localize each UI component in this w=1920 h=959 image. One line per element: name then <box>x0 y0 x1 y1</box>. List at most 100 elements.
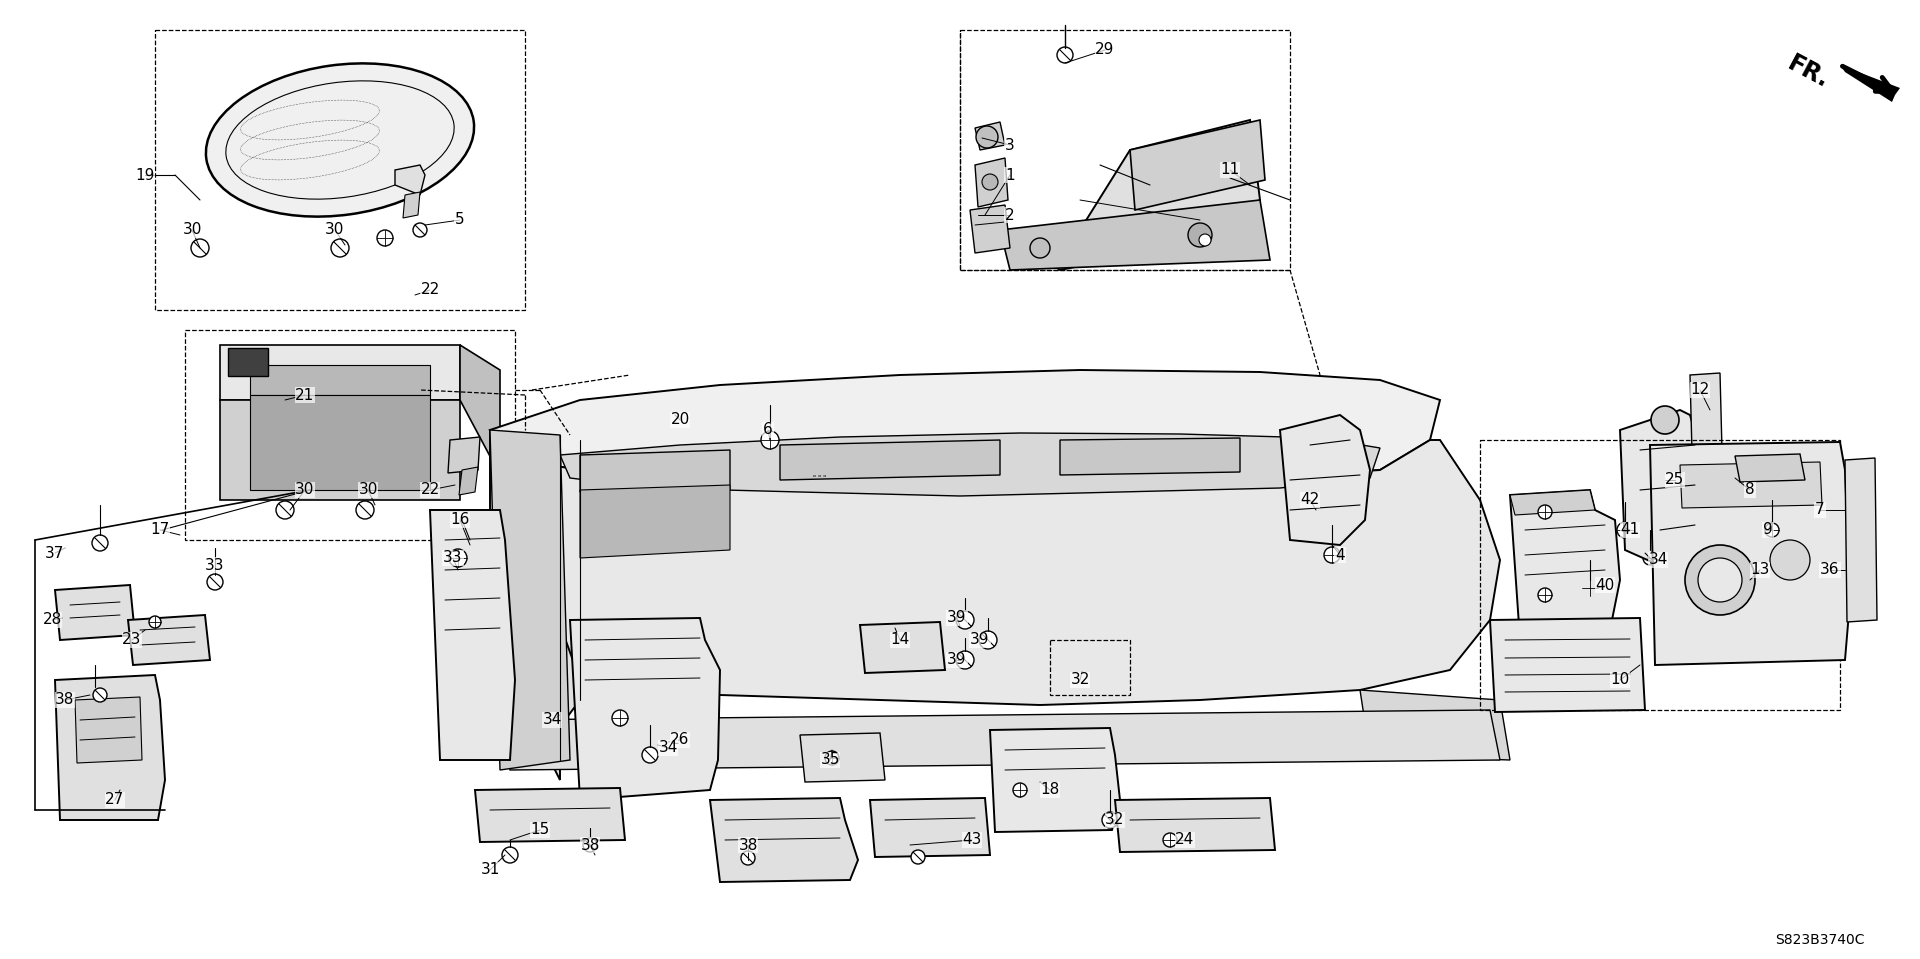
Polygon shape <box>459 467 478 495</box>
Text: 39: 39 <box>947 652 968 667</box>
Circle shape <box>92 535 108 551</box>
Polygon shape <box>56 675 165 820</box>
Text: 35: 35 <box>820 753 839 767</box>
Text: 27: 27 <box>106 792 125 807</box>
Polygon shape <box>1281 415 1371 545</box>
Text: 36: 36 <box>1820 563 1839 577</box>
Text: 34: 34 <box>1647 552 1668 568</box>
Text: 33: 33 <box>444 550 463 566</box>
Text: 40: 40 <box>1596 577 1615 593</box>
Circle shape <box>1538 505 1551 519</box>
Polygon shape <box>250 365 430 395</box>
Circle shape <box>1764 523 1780 537</box>
Bar <box>228 348 269 376</box>
Circle shape <box>92 688 108 702</box>
Text: 18: 18 <box>1041 783 1060 798</box>
Circle shape <box>207 574 223 590</box>
Text: 13: 13 <box>1751 563 1770 577</box>
Text: 30: 30 <box>296 482 315 498</box>
Polygon shape <box>1000 120 1260 270</box>
Text: 15: 15 <box>530 823 549 837</box>
Polygon shape <box>250 395 430 490</box>
Circle shape <box>641 747 659 763</box>
Polygon shape <box>991 728 1119 832</box>
Circle shape <box>1102 812 1117 828</box>
Polygon shape <box>870 798 991 857</box>
Polygon shape <box>221 345 461 400</box>
Circle shape <box>981 174 998 190</box>
Circle shape <box>1617 522 1634 538</box>
Text: 38: 38 <box>580 837 599 853</box>
Circle shape <box>584 838 597 852</box>
Text: 14: 14 <box>891 633 910 647</box>
Polygon shape <box>490 430 1500 705</box>
Text: 6: 6 <box>762 423 774 437</box>
Circle shape <box>1058 47 1073 63</box>
Circle shape <box>1198 234 1212 246</box>
Polygon shape <box>403 192 420 218</box>
Circle shape <box>413 223 426 237</box>
Circle shape <box>1188 223 1212 247</box>
Text: 23: 23 <box>123 633 142 647</box>
Polygon shape <box>1839 65 1901 102</box>
Polygon shape <box>1680 462 1822 508</box>
Polygon shape <box>970 205 1010 253</box>
Circle shape <box>1014 783 1027 797</box>
Text: 19: 19 <box>134 168 156 182</box>
Text: 37: 37 <box>46 546 65 560</box>
Polygon shape <box>1116 798 1275 852</box>
Text: 22: 22 <box>420 283 440 297</box>
Text: 32: 32 <box>1106 812 1125 828</box>
Polygon shape <box>1845 458 1878 622</box>
Text: 22: 22 <box>420 482 440 498</box>
Text: 17: 17 <box>150 523 169 537</box>
Circle shape <box>741 851 755 865</box>
Circle shape <box>1697 558 1741 602</box>
Polygon shape <box>490 430 580 780</box>
Polygon shape <box>580 450 730 492</box>
Text: 16: 16 <box>451 512 470 527</box>
Text: 12: 12 <box>1690 383 1709 397</box>
Polygon shape <box>975 122 1004 150</box>
Text: 38: 38 <box>739 837 758 853</box>
Circle shape <box>1538 588 1551 602</box>
Bar <box>156 30 524 310</box>
Polygon shape <box>56 585 134 640</box>
Text: 9: 9 <box>1763 523 1772 537</box>
Text: 30: 30 <box>182 222 202 238</box>
Circle shape <box>190 239 209 257</box>
Text: 10: 10 <box>1611 672 1630 688</box>
Circle shape <box>150 616 161 628</box>
Text: 34: 34 <box>659 740 678 756</box>
Text: 39: 39 <box>947 611 968 625</box>
Circle shape <box>1325 547 1340 563</box>
Text: 7: 7 <box>1814 503 1824 518</box>
Text: 39: 39 <box>970 633 989 647</box>
Text: 43: 43 <box>962 832 981 848</box>
Bar <box>960 30 1290 270</box>
Polygon shape <box>447 437 480 473</box>
Polygon shape <box>580 485 730 558</box>
Polygon shape <box>1649 442 1851 665</box>
Polygon shape <box>1131 120 1265 210</box>
Polygon shape <box>490 430 570 770</box>
Text: 20: 20 <box>670 412 689 428</box>
Text: 2: 2 <box>1006 207 1016 222</box>
Text: FR.: FR. <box>1784 51 1834 93</box>
Circle shape <box>979 631 996 649</box>
Polygon shape <box>1359 690 1509 760</box>
Polygon shape <box>860 622 945 673</box>
Circle shape <box>826 751 839 765</box>
Polygon shape <box>1509 490 1620 640</box>
Circle shape <box>956 651 973 669</box>
Circle shape <box>956 611 973 629</box>
Circle shape <box>1029 238 1050 258</box>
Polygon shape <box>474 788 626 842</box>
Text: 3: 3 <box>1006 137 1016 152</box>
Text: 34: 34 <box>541 713 563 728</box>
Polygon shape <box>710 798 858 882</box>
Text: 30: 30 <box>359 482 378 498</box>
Text: 25: 25 <box>1665 473 1684 487</box>
Text: S823B3740C: S823B3740C <box>1776 933 1864 947</box>
Text: 8: 8 <box>1745 482 1755 498</box>
